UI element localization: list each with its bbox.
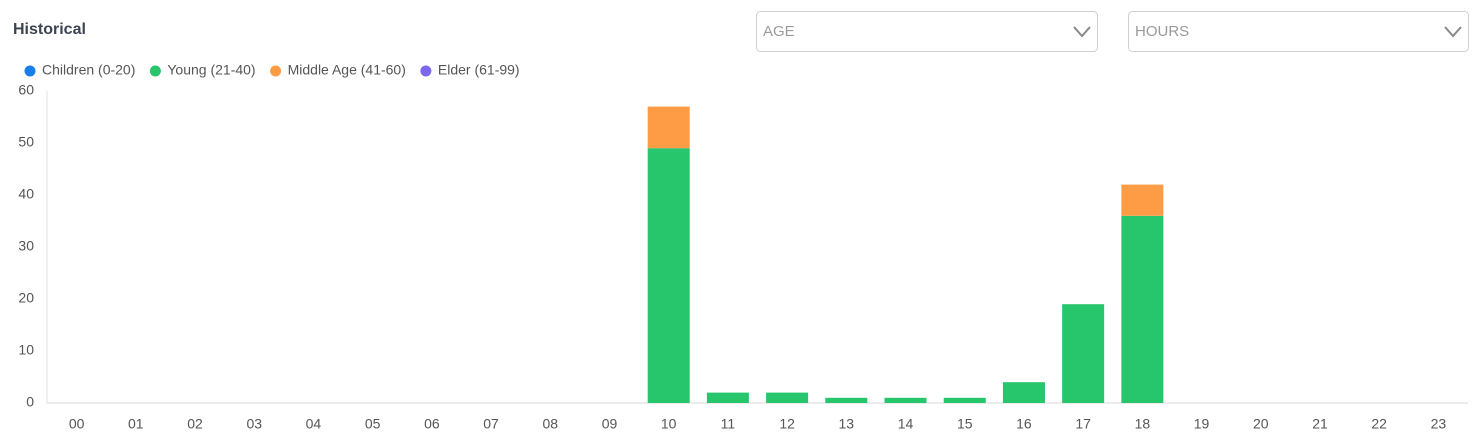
x-tick-label: 03 <box>246 416 262 432</box>
x-tick-label: 02 <box>187 416 203 432</box>
bar-segment <box>943 397 986 403</box>
legend-dot[interactable] <box>149 65 161 77</box>
legend-dot[interactable] <box>420 65 432 77</box>
x-tick-label: 05 <box>365 416 381 432</box>
y-tick-label: 20 <box>18 290 34 306</box>
x-tick-label: 11 <box>721 416 736 432</box>
x-tick-label: 01 <box>128 416 144 432</box>
bar-segment <box>1002 382 1045 403</box>
x-tick-label: 00 <box>69 416 85 432</box>
bar-segment <box>766 392 809 403</box>
y-tick-label: 40 <box>18 186 34 202</box>
legend-label[interactable]: Young (21-40) <box>167 62 255 78</box>
bar-segment <box>1121 184 1164 216</box>
legend-label[interactable]: Children (0-20) <box>42 62 135 78</box>
x-tick-label: 13 <box>839 416 855 432</box>
y-tick-label: 60 <box>18 82 34 98</box>
x-tick-label: 15 <box>957 416 973 432</box>
dropdown-placeholder[interactable]: HOURS <box>1135 23 1189 40</box>
x-tick-label: 04 <box>306 416 322 432</box>
legend-label[interactable]: Middle Age (41-60) <box>288 62 406 78</box>
dropdown-chevron[interactable] <box>1444 26 1462 38</box>
y-tick-label: 50 <box>18 134 34 150</box>
x-tick-label: 14 <box>898 416 914 432</box>
x-tick-label: 07 <box>483 416 499 432</box>
bar-segment <box>706 392 749 403</box>
x-tick-label: 12 <box>779 416 795 432</box>
x-tick-label: 22 <box>1371 416 1387 432</box>
dropdown-chevron[interactable] <box>1073 26 1091 38</box>
x-tick-label: 23 <box>1431 416 1447 432</box>
legend-dot[interactable] <box>270 65 282 77</box>
chart-title: Historical <box>13 21 86 38</box>
x-tick-label: 17 <box>1075 416 1091 432</box>
dropdown[interactable] <box>756 11 1098 52</box>
x-tick-label: 08 <box>542 416 558 432</box>
x-tick-label: 19 <box>1194 416 1210 432</box>
x-tick-label: 10 <box>661 416 677 432</box>
bar-segment <box>1062 304 1105 403</box>
bar-segment <box>884 397 927 403</box>
y-tick-label: 30 <box>18 238 34 254</box>
dropdown[interactable] <box>1128 11 1469 52</box>
x-tick-label: 21 <box>1312 416 1328 432</box>
legend-dot[interactable] <box>24 65 36 77</box>
bar-segment <box>825 397 868 403</box>
legend-label[interactable]: Elder (61-99) <box>438 62 520 78</box>
y-tick-label: 0 <box>26 394 34 410</box>
x-tick-label: 06 <box>424 416 440 432</box>
x-tick-label: 18 <box>1135 416 1151 432</box>
bar-segment <box>647 148 690 403</box>
bar-segment <box>647 106 690 149</box>
y-tick-label: 10 <box>18 342 34 358</box>
dropdown-placeholder[interactable]: AGE <box>763 23 795 40</box>
x-tick-label: 09 <box>602 416 618 432</box>
x-tick-label: 20 <box>1253 416 1269 432</box>
x-tick-label: 16 <box>1016 416 1032 432</box>
bar-segment <box>1121 215 1164 403</box>
